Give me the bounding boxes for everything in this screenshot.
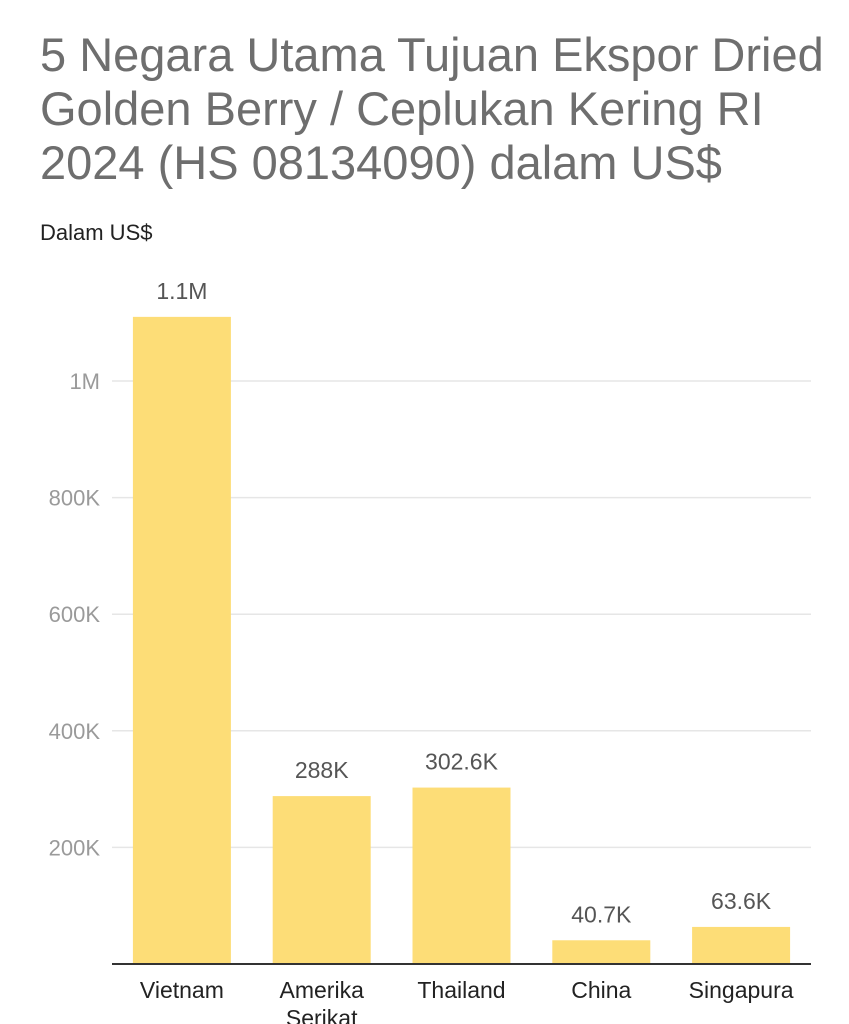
bar xyxy=(132,316,231,964)
bar-layer xyxy=(132,316,791,964)
data-label: 63.6K xyxy=(711,888,772,914)
y-tick-label: 600K xyxy=(49,602,101,627)
bar xyxy=(272,796,371,964)
label-layer: 1.1M Vietnam 288K Amerika Serikat 302.6K Thail… xyxy=(112,278,811,1024)
category-label: Serikat xyxy=(286,1005,358,1024)
y-tick-label: 200K xyxy=(49,835,101,860)
y-tick-label: 1M xyxy=(69,369,100,394)
category-label: Amerika xyxy=(280,977,365,1003)
y-tick-label: 400K xyxy=(49,719,101,744)
category-label: China xyxy=(571,977,631,1003)
category-label: Thailand xyxy=(417,977,505,1003)
category-label: Vietnam xyxy=(140,977,224,1003)
data-label: 1.1M xyxy=(156,278,207,304)
bar xyxy=(692,926,791,964)
category-label: Singapura xyxy=(689,977,794,1003)
y-tick-label: 800K xyxy=(49,486,101,511)
bar xyxy=(552,940,651,964)
chart-title: 5 Negara Utama Tujuan Ekspor Dried Golde… xyxy=(40,28,824,189)
bar xyxy=(412,787,511,964)
data-label: 40.7K xyxy=(571,901,632,927)
chart-subtitle: Dalam US$ xyxy=(40,220,153,245)
data-label: 288K xyxy=(295,757,349,783)
data-label: 302.6K xyxy=(425,749,499,775)
